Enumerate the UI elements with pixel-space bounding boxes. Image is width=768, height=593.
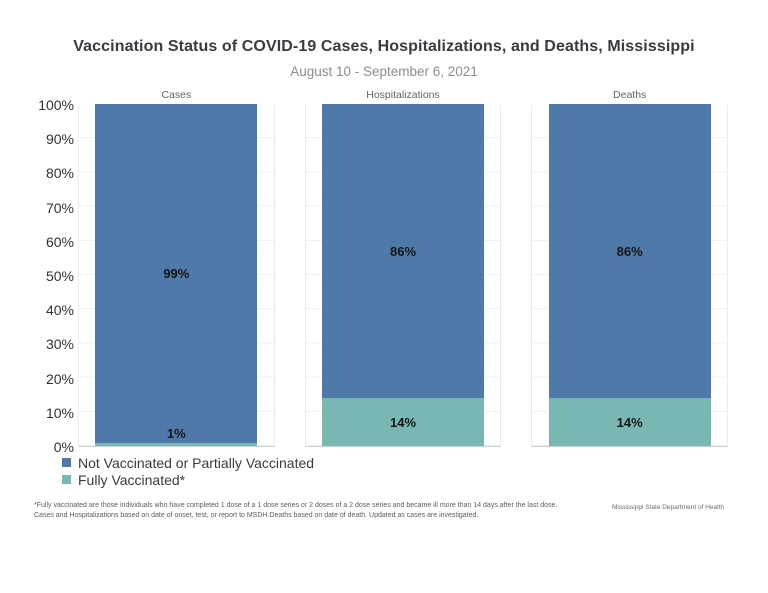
y-axis-tick: 20% xyxy=(45,370,74,387)
legend-label-not-vaccinated: Not Vaccinated or Partially Vaccinated xyxy=(78,454,315,471)
panel-title-deaths: Deaths xyxy=(613,89,647,101)
legend-swatch-fully-vaccinated xyxy=(62,475,71,484)
y-axis-tick: 100% xyxy=(38,97,74,113)
y-axis: 0% 10% 20% 30% 40% 50% 60% 70% 80% 90% 100% xyxy=(0,0,74,593)
bar-value-label: 86% xyxy=(389,243,417,259)
bar-segment-hospitalizations[interactable]: 86% xyxy=(322,104,484,399)
legend-swatch-not-vaccinated xyxy=(62,458,71,467)
panel-deaths: 86% 14% xyxy=(531,104,729,447)
bar-segment-deaths[interactable]: 14% xyxy=(548,398,711,446)
bar-value-label: 14% xyxy=(616,414,643,430)
panel-hospitalizations: 86% 14% xyxy=(304,104,502,447)
bar-segment-cases[interactable]: 1% xyxy=(95,426,258,446)
chart-title: Vaccination Status of COVID-19 Cases, Ho… xyxy=(73,38,695,55)
panel-headers: Cases Hospitalizations Deaths xyxy=(78,89,728,102)
y-axis-tick: 40% xyxy=(45,302,74,319)
y-axis-tick: 90% xyxy=(45,131,74,148)
legend-item-not-vaccinated[interactable]: Not Vaccinated or Partially Vaccinated xyxy=(62,454,314,471)
stacked-bar-cases: 99% 1% xyxy=(95,104,258,446)
panel-title-hospitalizations: Hospitalizations xyxy=(366,89,440,101)
chart-footnote: *Fully vaccinated are those individuals … xyxy=(34,501,579,521)
y-axis-tick: 0% xyxy=(53,439,74,455)
panels: 99% 1% 86% 14% 86% 14% xyxy=(78,104,729,447)
y-axis-tick: 60% xyxy=(45,233,74,250)
bar-segment-cases[interactable]: 99% xyxy=(95,104,258,443)
bar-value-label: 1% xyxy=(166,425,186,441)
stacked-bar-hospitalizations: 86% 14% xyxy=(322,104,484,446)
bar-value-label: 99% xyxy=(163,265,190,281)
footnote-line2: Cases and Hospitalizations based on date… xyxy=(34,511,479,519)
chart-subtitle: August 10 - September 6, 2021 xyxy=(290,64,478,79)
legend: Not Vaccinated or Partially Vaccinated F… xyxy=(62,454,314,488)
y-axis-tick: 10% xyxy=(45,404,74,421)
panel-title-cases: Cases xyxy=(161,89,192,101)
y-axis-tick: 70% xyxy=(45,199,74,216)
y-axis-tick: 80% xyxy=(45,165,74,182)
y-axis-tick: 30% xyxy=(45,336,74,353)
bar-segment-hospitalizations[interactable]: 14% xyxy=(322,398,484,446)
bar-value-label: 14% xyxy=(389,414,417,430)
legend-label-fully-vaccinated: Fully Vaccinated* xyxy=(78,471,186,488)
stacked-bar-deaths: 86% 14% xyxy=(548,104,711,446)
legend-item-fully-vaccinated[interactable]: Fully Vaccinated* xyxy=(62,471,314,488)
panel-cases: 99% 1% xyxy=(78,104,275,447)
source-credit: Mississippi State Department of Health xyxy=(612,504,724,511)
footnote-line1: *Fully vaccinated are those individuals … xyxy=(34,502,558,509)
bar-value-label: 86% xyxy=(616,243,643,259)
y-axis-tick: 50% xyxy=(45,268,74,284)
bar-segment-deaths[interactable]: 86% xyxy=(548,104,711,399)
